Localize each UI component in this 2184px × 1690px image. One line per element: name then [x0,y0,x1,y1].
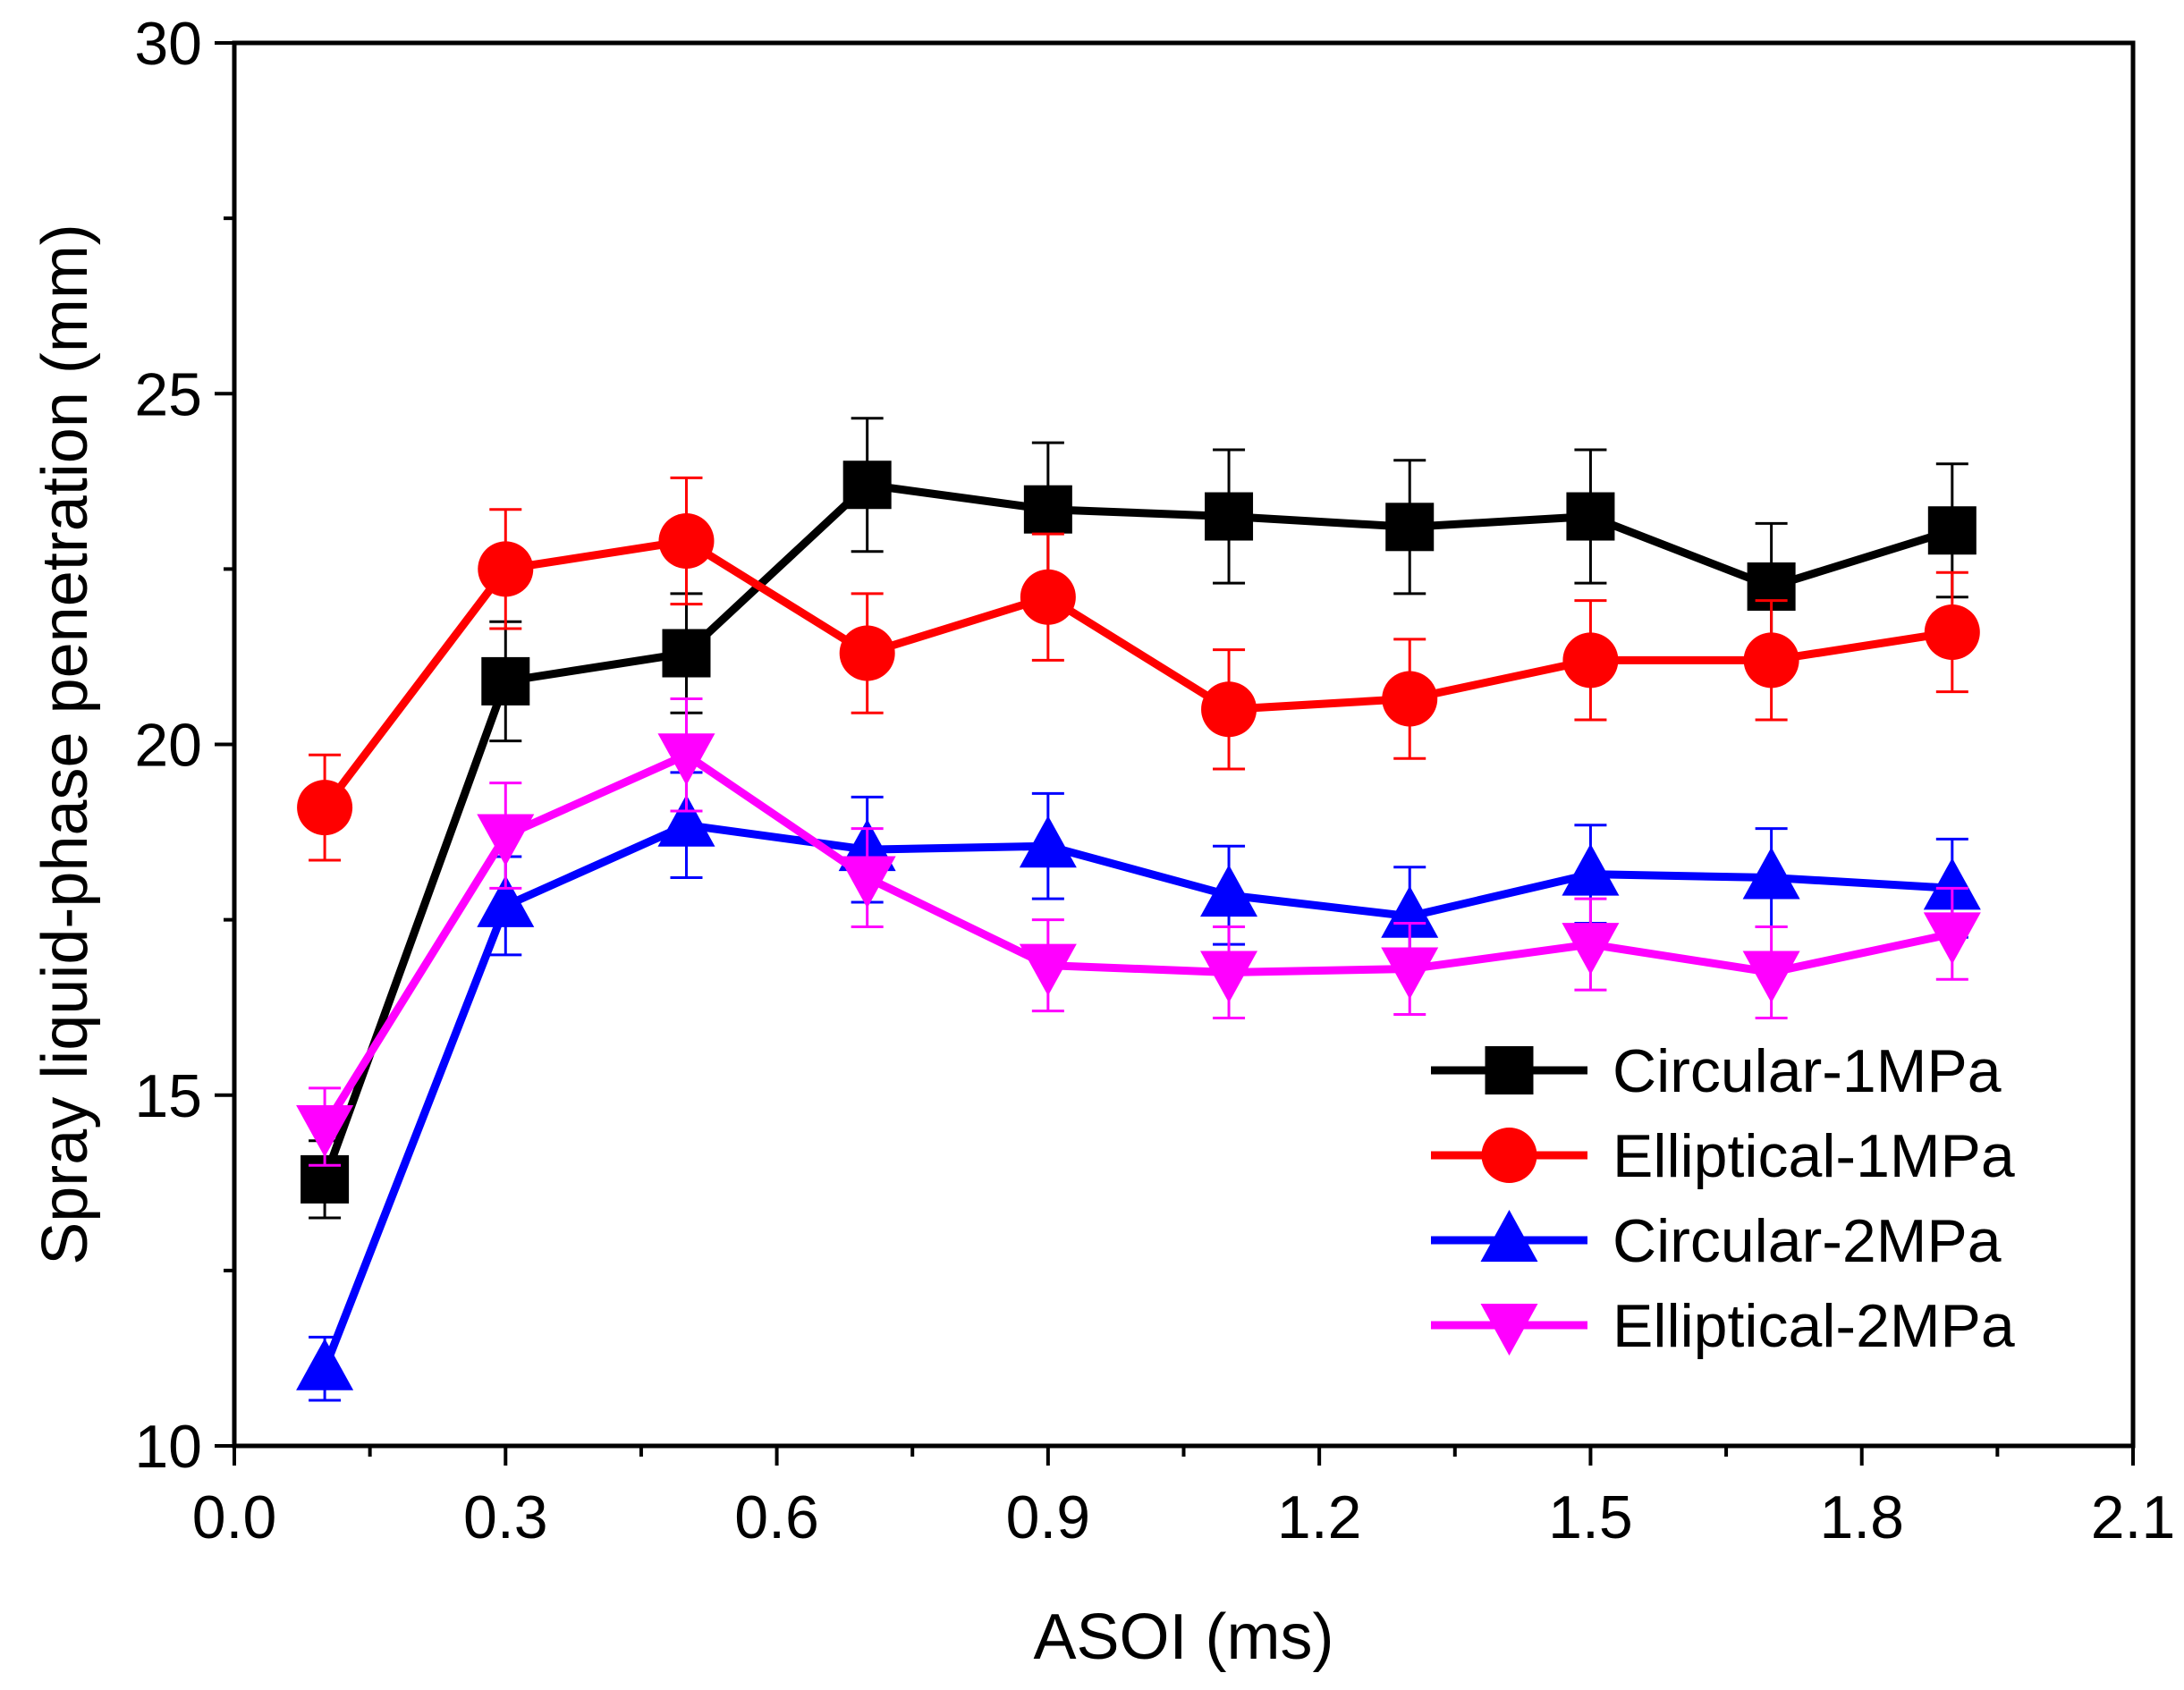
data-point [481,656,530,706]
x-tick-label: 1.2 [1277,1483,1362,1551]
data-point [1201,681,1257,738]
y-axis-title: Spray liquid-phase penetration (mm) [30,224,101,1265]
data-point [1382,671,1438,727]
y-tick-label: 10 [134,1413,202,1481]
legend-swatch-marker [1480,1304,1538,1356]
data-point [478,541,534,597]
legend-swatch-marker [1481,1128,1537,1183]
x-tick-label: 1.5 [1548,1483,1633,1551]
legend-item: Circular-2MPa [1431,1207,2002,1275]
series-elliptical-2mpa [296,697,1981,1167]
x-axis-title: ASOI (ms) [1034,1601,1334,1673]
data-point [1923,858,1981,910]
data-point [1742,847,1800,900]
data-point [1020,569,1076,625]
series-line [321,537,1953,810]
y-tick-label: 30 [134,10,202,78]
data-point [1381,947,1439,1000]
y-tick-label: 25 [134,360,202,428]
data-point [477,814,535,866]
data-point [1200,951,1258,1003]
legend-swatch-marker [1485,1046,1534,1094]
data-point [1200,865,1258,917]
series-circular-1mpa [301,417,1977,1220]
x-tick-label: 0.6 [734,1483,819,1551]
legend-item: Elliptical-1MPa [1431,1122,2015,1190]
legend-label: Circular-1MPa [1613,1037,2002,1105]
series-line [321,750,1953,1129]
data-point [1205,492,1254,541]
data-point [1924,604,1980,660]
legend-label: Circular-2MPa [1613,1207,2002,1275]
data-point [1019,943,1077,996]
legend-item: Elliptical-2MPa [1431,1292,2015,1360]
data-point [838,856,896,908]
series-layer [296,417,1981,1402]
data-point [1566,492,1615,541]
data-point [477,875,535,927]
data-point [1562,843,1620,896]
data-point [297,780,353,836]
legend-label: Elliptical-1MPa [1613,1122,2015,1190]
data-point [1743,632,1799,689]
x-tick-label: 0.9 [1006,1483,1091,1551]
data-point [1742,951,1800,1003]
data-point [1927,506,1977,555]
data-point [1385,503,1435,552]
data-point [1019,815,1077,868]
y-tick-label: 20 [134,712,202,780]
data-point [296,1338,354,1390]
data-point [662,629,711,678]
legend-item: Circular-1MPa [1431,1037,2002,1105]
x-tick-label: 0.0 [192,1483,277,1551]
axes-layer: 0.0 0.3 0.6 0.9 1.2 1.5 1.8 2.1 10 15 20 25 30 [134,10,2175,1551]
data-point [1562,632,1619,689]
series-elliptical-1mpa [297,476,1980,862]
x-tick-label: 0.3 [463,1483,548,1551]
legend-swatch-marker [1480,1210,1538,1262]
data-point [842,461,892,510]
data-point [658,512,715,569]
data-point [657,794,715,847]
y-tick-label: 15 [134,1062,202,1130]
data-point [1023,485,1072,534]
legend-label: Elliptical-2MPa [1613,1292,2015,1360]
series-line [320,480,1954,1181]
data-point [657,733,715,786]
x-tick-label: 1.8 [1819,1483,1904,1551]
data-point [839,625,895,681]
data-point [1562,923,1620,976]
x-tick-label: 2.1 [2091,1483,2176,1551]
data-point [296,1105,354,1158]
legend: Circular-1MPa Elliptical-1MPa Circular-2MP… [1431,1037,2015,1360]
series-line [320,821,1953,1371]
data-point [1923,912,1981,965]
data-point [1381,885,1439,938]
